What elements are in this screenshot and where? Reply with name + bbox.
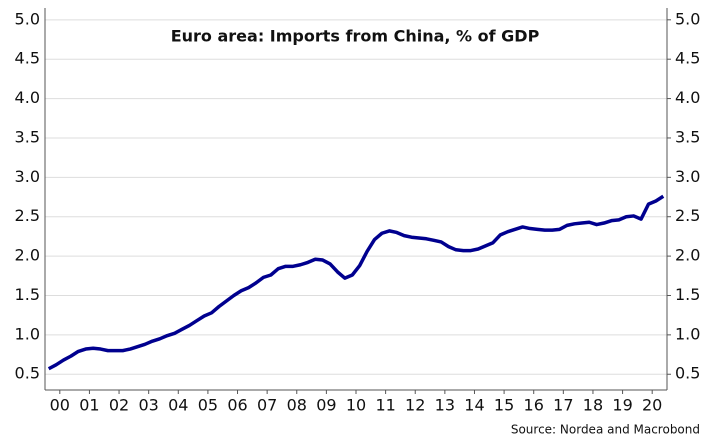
- x-tick-label: 19: [612, 396, 632, 415]
- y2-tick-label: 3.0: [675, 167, 700, 186]
- y-tick-label: 5.0: [15, 9, 40, 28]
- x-tick-label: 13: [435, 396, 455, 415]
- x-tick-label: 15: [494, 396, 514, 415]
- y-tick-label: 4.5: [15, 49, 40, 68]
- chart-title: Euro area: Imports from China, % of GDP: [171, 27, 540, 46]
- x-tick-label: 08: [287, 396, 307, 415]
- y2-tick-label: 1.0: [675, 324, 700, 343]
- x-tick-label: 06: [227, 396, 247, 415]
- x-tick-label: 16: [524, 396, 544, 415]
- y2-tick-label: 4.5: [675, 49, 700, 68]
- y-tick-label: 1.5: [15, 285, 40, 304]
- y-tick-label: 4.0: [15, 88, 40, 107]
- y-tick-label: 0.5: [15, 364, 40, 383]
- y2-tick-label: 2.0: [675, 246, 700, 265]
- x-tick-label: 11: [375, 396, 395, 415]
- y2-tick-label: 3.5: [675, 127, 700, 146]
- x-tick-label: 17: [553, 396, 573, 415]
- y2-tick-label: 0.5: [675, 364, 700, 383]
- y2-tick-label: 1.5: [675, 285, 700, 304]
- x-tick-label: 18: [583, 396, 603, 415]
- x-tick-label: 10: [346, 396, 366, 415]
- y-tick-label: 2.5: [15, 206, 40, 225]
- x-tick-label: 02: [109, 396, 129, 415]
- source-note: Source: Nordea and Macrobond: [511, 423, 700, 437]
- x-tick-label: 20: [642, 396, 662, 415]
- x-tick-label: 05: [198, 396, 218, 415]
- y2-tick-label: 4.0: [675, 88, 700, 107]
- x-tick-label: 07: [257, 396, 277, 415]
- y-tick-label: 3.5: [15, 127, 40, 146]
- x-tick-label: 03: [138, 396, 158, 415]
- x-tick-label: 14: [464, 396, 484, 415]
- x-tick-label: 01: [79, 396, 99, 415]
- y-tick-label: 3.0: [15, 167, 40, 186]
- x-tick-label: 12: [405, 396, 425, 415]
- data-line: [47, 194, 665, 371]
- y2-tick-label: 2.5: [675, 206, 700, 225]
- x-tick-label: 04: [168, 396, 188, 415]
- y-tick-label: 2.0: [15, 246, 40, 265]
- x-tick-label: 00: [50, 396, 70, 415]
- x-tick-label: 09: [316, 396, 336, 415]
- y2-tick-label: 5.0: [675, 9, 700, 28]
- y-tick-label: 1.0: [15, 324, 40, 343]
